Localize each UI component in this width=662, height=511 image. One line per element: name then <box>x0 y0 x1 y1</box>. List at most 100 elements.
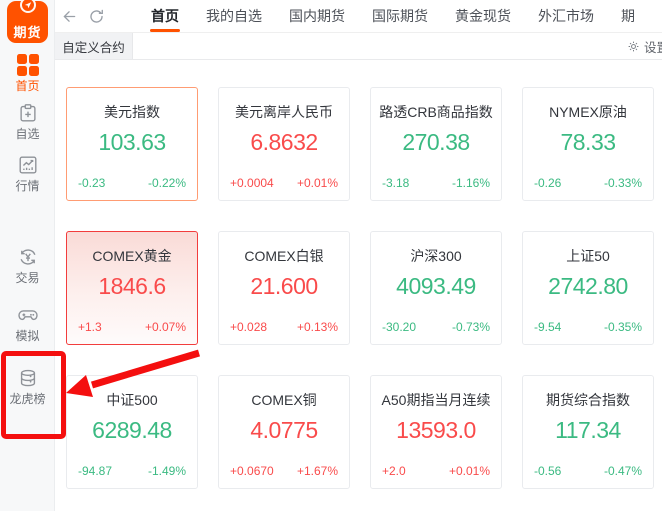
settings-button[interactable]: 设置 <box>627 33 662 59</box>
quote-price: 270.38 <box>402 128 470 155</box>
quote-change: +0.0670 <box>230 464 274 478</box>
quote-card-sse50[interactable]: 上证50 2742.80 -9.54 -0.35% <box>522 231 654 345</box>
quote-change-pct: -0.33% <box>603 176 642 190</box>
tab-home[interactable]: 首页 <box>151 0 179 33</box>
sidebar-item-watchlist[interactable]: 自选 <box>0 101 55 140</box>
quote-price: 1846.6 <box>98 272 166 299</box>
quote-name: 美元离岸人民币 <box>235 104 333 120</box>
quote-name: COMEX黄金 <box>92 248 172 264</box>
quote-change: -3.18 <box>382 176 410 190</box>
sidebar-item-trade[interactable]: 交易 <box>0 245 55 284</box>
quote-card-usd-index[interactable]: 美元指数 103.63 -0.23 -0.22% <box>66 87 198 201</box>
quote-name: COMEX铜 <box>251 392 317 408</box>
quote-change-pct: -1.16% <box>451 176 490 190</box>
quote-change: -30.20 <box>382 320 417 334</box>
tab-forex-market[interactable]: 外汇市场 <box>538 8 594 24</box>
sidebar-item-label: 行情 <box>15 179 40 193</box>
back-button[interactable] <box>61 5 78 27</box>
quote-change-pct: -0.73% <box>451 320 490 334</box>
sidebar-item-label: 首页 <box>15 79 40 93</box>
quote-price: 103.63 <box>98 128 166 155</box>
quote-price: 6289.48 <box>92 416 172 443</box>
quote-change: +1.3 <box>78 320 102 334</box>
quote-name: COMEX白银 <box>244 248 324 264</box>
clipboard-plus-icon <box>16 101 40 125</box>
sidebar-item-label: 自选 <box>15 127 40 141</box>
custom-contract-tab[interactable]: 自定义合约 <box>55 33 133 59</box>
quote-card-comex-gold[interactable]: COMEX黄金 1846.6 +1.3 +0.07% <box>66 231 198 345</box>
quote-change-pct: -0.35% <box>603 320 642 334</box>
tab-domestic-futures[interactable]: 国内期货 <box>289 8 345 24</box>
quote-card-csi300[interactable]: 沪深300 4093.49 -30.20 -0.73% <box>370 231 502 345</box>
quote-name: 期货综合指数 <box>546 392 630 408</box>
contract-toolbar: 自定义合约 设置 <box>55 33 662 60</box>
quote-change: -0.26 <box>534 176 562 190</box>
yuan-cycle-icon <box>16 245 40 269</box>
quote-card-usd-cnh[interactable]: 美元离岸人民币 6.8632 +0.0004 +0.01% <box>218 87 350 201</box>
quote-change: +0.0004 <box>230 176 274 190</box>
tab-international-futures[interactable]: 国际期货 <box>372 8 428 24</box>
sidebar-item-label: 交易 <box>15 271 40 285</box>
quote-card-futures-composite[interactable]: 期货综合指数 117.34 -0.56 -0.47% <box>522 375 654 489</box>
quote-card-csi500[interactable]: 中证500 6289.48 -94.87 -1.49% <box>66 375 198 489</box>
quote-price: 2742.80 <box>548 272 628 299</box>
quote-change: -0.23 <box>78 176 106 190</box>
tab-gold-spot[interactable]: 黄金现货 <box>455 8 511 24</box>
quote-name: 中证500 <box>106 392 158 408</box>
quote-change-pct: +1.67% <box>296 464 338 478</box>
refresh-button[interactable] <box>88 5 105 27</box>
quote-change-pct: -1.49% <box>147 464 186 478</box>
quote-card-comex-silver[interactable]: COMEX白银 21.600 +0.028 +0.13% <box>218 231 350 345</box>
quote-name: 美元指数 <box>104 104 160 120</box>
top-nav: 首页 我的自选 国内期货 国际期货 黄金现货 外汇市场 期 <box>55 0 662 33</box>
toolbar-spacer <box>133 33 627 59</box>
quote-change-pct: +0.01% <box>448 464 490 478</box>
quote-card-comex-copper[interactable]: COMEX铜 4.0775 +0.0670 +1.67% <box>218 375 350 489</box>
sidebar-item-market[interactable]: 行情 <box>0 153 55 192</box>
quote-price: 78.33 <box>560 128 616 155</box>
nav-tabs: 首页 我的自选 国内期货 国际期货 黄金现货 外汇市场 期 <box>151 0 662 33</box>
quote-change-pct: -0.22% <box>147 176 186 190</box>
sidebar-item-home[interactable]: 首页 <box>0 53 55 92</box>
app-logo[interactable]: 期货 <box>7 0 48 43</box>
quote-change: -94.87 <box>78 464 113 478</box>
sidebar-item-label: 模拟 <box>15 329 40 343</box>
quote-change: -0.56 <box>534 464 562 478</box>
quote-change-pct: +0.13% <box>296 320 338 334</box>
quote-change: +2.0 <box>382 464 406 478</box>
logo-text: 期货 <box>13 25 42 40</box>
gear-icon <box>628 41 639 51</box>
sidebar-item-simulate[interactable]: 模拟 <box>0 303 55 342</box>
main-area: 首页 我的自选 国内期货 国际期货 黄金现货 外汇市场 期 自定义合约 设置 <box>55 0 662 511</box>
quote-card-a50-futures[interactable]: A50期指当月连续 13593.0 +2.0 +0.01% <box>370 375 502 489</box>
quote-card-crb-index[interactable]: 路透CRB商品指数 270.38 -3.18 -1.16% <box>370 87 502 201</box>
paper-plane-icon <box>19 0 36 13</box>
quote-price: 4.0775 <box>250 416 318 443</box>
database-icon <box>16 366 40 390</box>
quote-card-grid: 美元指数 103.63 -0.23 -0.22% 美元离岸人民币 6.8632 +… <box>55 60 662 489</box>
gamepad-icon <box>16 303 40 327</box>
quote-card-nymex-crude[interactable]: NYMEX原油 78.33 -0.26 -0.33% <box>522 87 654 201</box>
quote-change-pct: +0.01% <box>296 176 338 190</box>
quote-price: 13593.0 <box>396 416 476 443</box>
quote-price: 21.600 <box>250 272 318 299</box>
quote-name: A50期指当月连续 <box>381 392 491 408</box>
quote-change: +0.028 <box>230 320 268 334</box>
quote-name: NYMEX原油 <box>549 104 627 120</box>
quote-change: -9.54 <box>534 320 562 334</box>
quote-price: 4093.49 <box>396 272 476 299</box>
tab-truncated[interactable]: 期 <box>621 8 635 24</box>
sidebar-item-label: 龙虎榜 <box>9 392 46 406</box>
quote-price: 117.34 <box>555 416 621 443</box>
home-grid-icon <box>16 53 40 77</box>
quote-price: 6.8632 <box>250 128 318 155</box>
quote-change-pct: -0.47% <box>603 464 642 478</box>
settings-label: 设置 <box>643 40 662 55</box>
quote-name: 上证50 <box>566 248 610 264</box>
quote-change-pct: +0.07% <box>144 320 186 334</box>
chart-trend-icon <box>16 153 40 177</box>
sidebar-item-leaderboard[interactable]: 龙虎榜 <box>0 366 55 405</box>
quote-name: 路透CRB商品指数 <box>379 104 493 120</box>
tab-my-watchlist[interactable]: 我的自选 <box>206 8 262 24</box>
